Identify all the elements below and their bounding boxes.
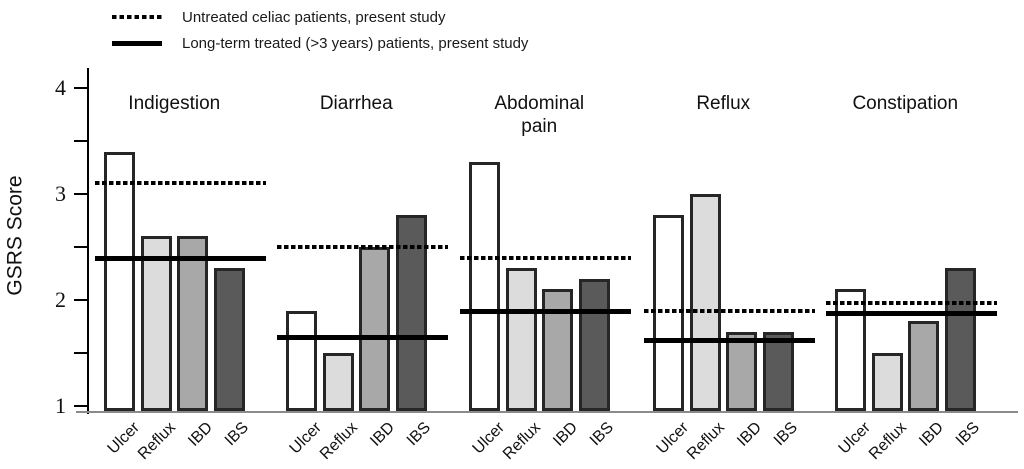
y-axis-line <box>87 68 89 414</box>
bar-reflux-ulcer <box>653 215 684 411</box>
y-tick-mark <box>74 87 88 89</box>
dotted-line-swatch-icon <box>112 15 162 19</box>
x-tick-label: IBD <box>915 419 947 450</box>
y-tick-mark <box>74 140 88 142</box>
bar-constipation-ibd <box>908 321 939 411</box>
group-title: Constipation <box>852 93 959 114</box>
x-tick-label: IBS <box>770 419 802 450</box>
bar-abdominal-pain-reflux <box>505 268 537 411</box>
x-tick-label: Reflux <box>134 419 180 464</box>
untreated-celiac-line <box>95 181 266 186</box>
untreated-celiac-line <box>826 301 997 306</box>
y-tick-mark <box>74 405 88 407</box>
bar-diarrhea-ulcer <box>286 310 317 411</box>
x-tick-label: IBD <box>733 419 765 450</box>
bar-reflux-ibs <box>762 331 794 411</box>
bar-diarrhea-reflux <box>322 353 354 411</box>
long-term-treated-line <box>95 255 266 261</box>
y-tick-mark <box>74 246 88 248</box>
bar-abdominal-pain-ulcer <box>469 162 500 411</box>
bar-reflux-reflux <box>689 194 721 411</box>
x-tick-label: IBS <box>952 419 984 450</box>
y-tick-mark <box>74 352 88 354</box>
long-term-treated-line <box>277 335 448 341</box>
y-axis-title: GSRS Score <box>3 175 27 296</box>
y-tick-mark <box>74 299 88 301</box>
group-title: Abdominal pain <box>494 93 585 137</box>
x-tick-label: Reflux <box>316 419 362 464</box>
bar-indigestion-ulcer <box>104 151 135 411</box>
long-term-treated-line <box>826 310 997 316</box>
untreated-celiac-line <box>277 245 448 249</box>
long-term-treated-line <box>460 308 631 314</box>
bar-indigestion-ibs <box>213 268 245 411</box>
long-term-treated-line <box>644 338 815 344</box>
legend-item-untreated-celiac: Untreated celiac patients, present study <box>112 4 528 30</box>
x-tick-label: Reflux <box>499 419 545 464</box>
bar-constipation-ibs <box>944 268 976 411</box>
bar-abdominal-pain-ibs <box>578 278 610 411</box>
x-axis-line <box>76 411 1018 413</box>
untreated-celiac-line <box>644 308 815 313</box>
x-tick-label: IBD <box>184 419 216 450</box>
group-title: Reflux <box>696 93 751 114</box>
solid-line-swatch-icon <box>112 40 162 46</box>
x-tick-label: IBD <box>366 419 398 450</box>
bar-constipation-reflux <box>871 353 903 411</box>
legend-item-long-term-treated: Long-term treated (>3 years) patients, p… <box>112 30 528 56</box>
bar-indigestion-ibd <box>177 236 208 411</box>
bar-constipation-ulcer <box>835 289 866 411</box>
y-tick-label: 1 <box>55 393 66 418</box>
legend: Untreated celiac patients, present study… <box>112 4 528 56</box>
legend-label-long-term-treated: Long-term treated (>3 years) patients, p… <box>182 34 529 52</box>
group-title: Diarrhea <box>319 93 393 114</box>
bar-indigestion-reflux <box>140 236 172 411</box>
legend-label-untreated-celiac: Untreated celiac patients, present study <box>182 8 446 26</box>
y-tick-label: 3 <box>55 181 66 206</box>
y-tick-label: 2 <box>55 287 66 312</box>
group-title: Indigestion <box>128 93 221 114</box>
bar-reflux-ibd <box>726 331 757 411</box>
bar-diarrhea-ibd <box>359 247 390 411</box>
x-tick-label: Reflux <box>865 419 911 464</box>
untreated-celiac-line <box>460 255 631 260</box>
x-tick-label: IBS <box>586 419 618 450</box>
x-tick-label: IBD <box>549 419 581 450</box>
y-tick-label: 4 <box>55 75 66 100</box>
x-tick-label: IBS <box>221 419 253 450</box>
x-tick-label: Reflux <box>683 419 729 464</box>
y-tick-mark <box>74 193 88 195</box>
x-tick-label: IBS <box>403 419 435 450</box>
